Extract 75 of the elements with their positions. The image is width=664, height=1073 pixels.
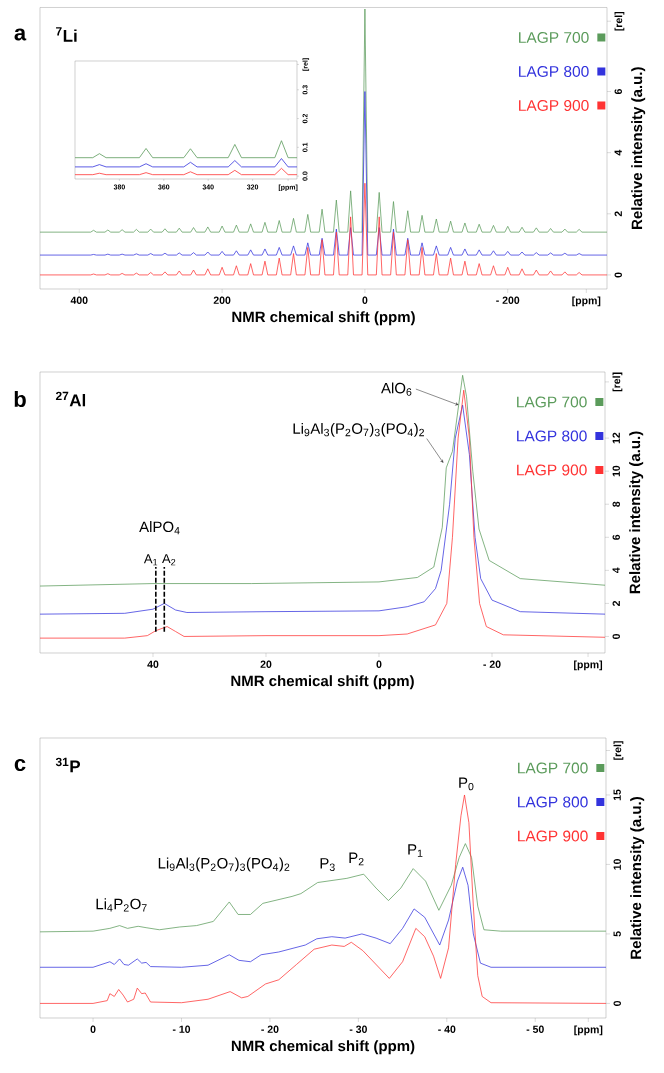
- x-axis-title: NMR chemical shift (ppm): [231, 675, 414, 690]
- legend-label: LAGP 700: [518, 762, 588, 774]
- line-series: [39, 8, 608, 233]
- text: $^{7}$Li: [56, 27, 77, 42]
- x-tick-label: - 20: [261, 1025, 279, 1033]
- legend-label: LAGP 700: [519, 32, 589, 43]
- y-tick-label: 4: [612, 567, 620, 574]
- x-tick-label: - 30: [349, 1025, 367, 1033]
- text: Li$_{9}$Al$_{3}$(P$_{2}$O$_{7}$)$_{3}$(PO$_{4}$)$_{2}$: [158, 857, 290, 872]
- line-series: [74, 158, 298, 168]
- line-series: [74, 167, 298, 176]
- x-axis-title: NMR chemical shift (ppm): [232, 311, 415, 326]
- y-tick-label: 8: [612, 501, 620, 507]
- y-tick-label: 0: [614, 272, 622, 278]
- legend-label: LAGP 900: [518, 830, 588, 842]
- text: b: [14, 390, 26, 408]
- x-tick-label: - 10: [172, 1025, 191, 1033]
- ref-line-label: A$_{2}$: [162, 554, 176, 566]
- legend-label: LAGP 700: [517, 396, 587, 408]
- y-tick-label: 5: [613, 931, 621, 937]
- annotation: P$_{0}$: [459, 777, 474, 791]
- x-tick-label: [ppm]: [574, 660, 603, 671]
- ref-line-label: A$_{1}$: [143, 554, 158, 566]
- x-tick-label: 40: [147, 660, 159, 668]
- text: a: [14, 28, 27, 41]
- x-tick-label: - 50: [526, 1025, 544, 1033]
- line-series: [74, 140, 298, 159]
- x-axis-title: NMR chemical shift (ppm): [231, 1040, 415, 1055]
- x-tick-label: 200: [213, 296, 231, 304]
- text: $^{27}$Al: [55, 391, 86, 407]
- text: Li$_{9}$Al$_{3}$(P$_{2}$O$_{7}$)$_{3}$(PO$_{4}$)$_{2}$: [293, 422, 424, 437]
- x-tick-label: 400: [70, 296, 88, 304]
- legend-label: LAGP 900: [517, 464, 587, 476]
- y-tick-label: [rel]: [613, 741, 624, 760]
- line-series: [39, 843, 607, 933]
- y-tick-label: [rel]: [614, 11, 625, 31]
- annotation: AlO$_{6}$: [381, 382, 412, 396]
- y-axis-title: Relative intensity (a.u.): [630, 797, 645, 959]
- y-tick-label: 2: [614, 211, 622, 217]
- legend-label: LAGP 900: [519, 100, 589, 111]
- annotation: P$_{1}$: [408, 844, 423, 857]
- y-tick-label: 6: [614, 89, 622, 95]
- text: c: [14, 758, 26, 772]
- text: $^{31}$P: [55, 757, 81, 773]
- annotation: P$_{3}$: [320, 858, 335, 871]
- x-tick-label: - 20: [483, 660, 501, 668]
- legend-label: LAGP 800: [517, 430, 587, 442]
- x-tick-label: [ppm]: [572, 296, 601, 307]
- annotation: P$_{2}$: [349, 852, 364, 866]
- y-tick-label: 15: [613, 789, 621, 801]
- y-tick-label: 4: [614, 149, 622, 156]
- y-tick-label: [rel]: [612, 372, 623, 392]
- annotation: AlPO$_{4}$: [139, 521, 180, 535]
- legend-label: LAGP 800: [518, 796, 588, 808]
- line-series: [39, 182, 608, 276]
- x-tick-label: 0: [90, 1025, 96, 1033]
- annotation: Li$_{4}$P$_{2}$O$_{7}$: [96, 898, 147, 912]
- y-tick-label: 6: [612, 534, 620, 540]
- y-tick-label: 10: [612, 465, 620, 477]
- y-tick-label: 2: [612, 600, 620, 606]
- y-tick-label: 12: [612, 432, 620, 444]
- x-tick-label: 0: [362, 296, 368, 304]
- y-tick-label: 0: [613, 1000, 621, 1006]
- x-tick-label: - 40: [438, 1025, 456, 1033]
- line-series: [39, 794, 607, 1004]
- x-tick-label: - 200: [496, 296, 520, 304]
- y-axis-title: Relative intensity (a.u.): [631, 67, 646, 229]
- x-tick-label: 20: [260, 660, 272, 668]
- y-tick-label: 0: [612, 633, 620, 639]
- line-series: [39, 374, 606, 587]
- x-tick-label: 0: [376, 660, 382, 668]
- legend-label: LAGP 800: [519, 66, 589, 77]
- y-axis-title: Relative intensity (a.u.): [629, 431, 644, 594]
- x-tick-label: [ppm]: [574, 1025, 603, 1036]
- y-tick-label: 10: [613, 859, 621, 870]
